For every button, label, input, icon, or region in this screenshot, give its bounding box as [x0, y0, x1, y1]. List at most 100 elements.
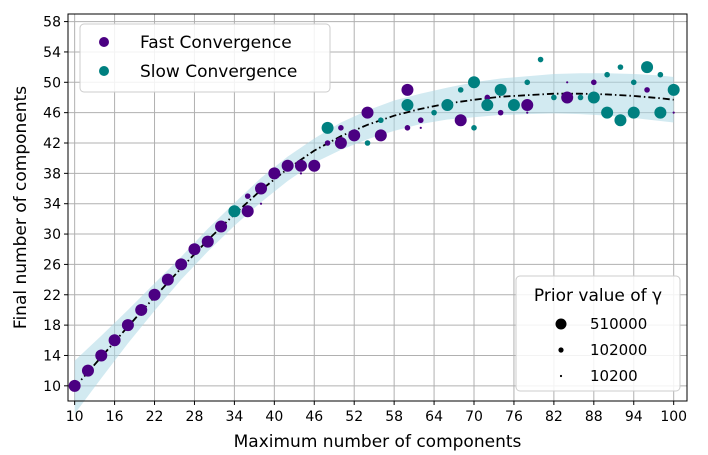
x-tick-label: 22 [146, 409, 164, 425]
slow-convergence-point [431, 109, 437, 116]
x-tick-label: 40 [265, 409, 283, 425]
fast-convergence-point [348, 129, 361, 142]
size-legend-marker-medium [558, 347, 564, 353]
slow-convergence-point [614, 114, 627, 127]
fast-convergence-point [672, 111, 675, 114]
series-legend: Fast Convergence Slow Convergence [79, 23, 331, 93]
fast-convergence-point [404, 125, 411, 131]
fast-convergence-point [294, 159, 307, 172]
x-tick-label: 34 [225, 409, 243, 425]
x-tick-label: 76 [505, 409, 523, 425]
size-legend-label-large: 510000 [590, 315, 647, 333]
y-axis-ticks: 10 14 18 22 26 30 34 38 42 46 50 54 58 [43, 15, 68, 395]
x-axis-ticks: 10 16 22 28 34 40 46 52 58 64 70 76 82 88 94 100 [66, 401, 687, 425]
x-tick-label: 100 [660, 409, 687, 425]
slow-convergence-point [654, 106, 667, 119]
slow-convergence-point [481, 99, 494, 112]
slow-convergence-point [617, 64, 624, 70]
size-legend-label-small: 10200 [590, 367, 638, 385]
legend-slow-label: Slow Convergence [140, 62, 297, 82]
slow-convergence-point [667, 83, 680, 96]
slow-convergence-point [441, 99, 454, 112]
x-tick-label: 28 [186, 409, 204, 425]
x-tick-label: 16 [106, 409, 124, 425]
x-tick-label: 82 [545, 409, 563, 425]
size-legend-label-medium: 102000 [590, 341, 647, 359]
fast-convergence-point [268, 167, 281, 180]
slow-convergence-point [641, 61, 654, 74]
fast-convergence-point [175, 258, 188, 271]
slow-convergence-point [524, 79, 531, 86]
fast-convergence-point [521, 99, 534, 112]
fast-convergence-point [135, 303, 148, 316]
y-tick-label: 38 [43, 166, 61, 182]
fast-convergence-point [68, 379, 81, 392]
y-tick-label: 10 [43, 379, 61, 395]
slow-convergence-point [587, 91, 600, 104]
fast-convergence-point [566, 81, 569, 84]
slow-convergence-point [364, 140, 371, 146]
fast-convergence-point [161, 273, 174, 286]
size-legend-marker-large [555, 318, 567, 330]
x-axis-label: Maximum number of components [234, 432, 522, 452]
fast-convergence-point [561, 91, 574, 104]
slow-convergence-point [627, 106, 640, 119]
fast-convergence-point [644, 87, 650, 93]
x-tick-label: 94 [625, 409, 643, 425]
y-axis-label: Final number of components [11, 86, 31, 329]
y-tick-label: 18 [43, 318, 61, 334]
slow-convergence-point [228, 205, 241, 218]
fast-convergence-point [334, 137, 347, 149]
x-tick-label: 52 [345, 409, 363, 425]
slow-convergence-point [471, 125, 477, 131]
fast-convergence-point [201, 235, 214, 248]
slow-convergence-point [551, 94, 557, 101]
fast-convergence-point [255, 182, 268, 195]
y-tick-label: 58 [43, 15, 61, 31]
slow-convergence-point [468, 76, 481, 89]
slow-convergence-point [457, 87, 464, 93]
fast-convergence-point [215, 220, 228, 233]
fast-convergence-point [401, 83, 414, 96]
y-tick-label: 34 [43, 197, 61, 213]
x-tick-label: 88 [585, 409, 603, 425]
fast-convergence-point [148, 288, 161, 301]
size-legend: Prior value of γ 510000 102000 10200 [515, 275, 681, 392]
fast-convergence-point [241, 205, 254, 218]
fast-convergence-point [108, 334, 121, 347]
fast-convergence-point [244, 193, 251, 199]
size-legend-box [515, 275, 681, 392]
x-tick-label: 70 [465, 409, 483, 425]
fast-convergence-point [497, 109, 504, 116]
slow-convergence-point [507, 99, 520, 112]
fast-convergence-point [308, 159, 321, 172]
legend-fast-marker [99, 37, 109, 47]
fast-convergence-point [299, 172, 303, 175]
fast-convergence-point [419, 126, 422, 129]
fast-convergence-point [95, 349, 108, 362]
data-points [68, 56, 680, 392]
fast-convergence-point [259, 202, 263, 205]
fast-convergence-point [281, 159, 294, 172]
size-legend-marker-small [559, 374, 563, 378]
y-tick-label: 26 [43, 257, 61, 273]
slow-convergence-point [657, 71, 664, 78]
y-tick-label: 14 [43, 348, 61, 364]
slow-convergence-point [577, 94, 584, 101]
x-tick-label: 10 [66, 409, 84, 425]
slow-convergence-point [494, 83, 507, 96]
slow-convergence-point [321, 121, 334, 134]
fast-convergence-point [484, 94, 491, 101]
x-tick-label: 64 [425, 409, 443, 425]
fast-convergence-point [526, 111, 529, 114]
slow-convergence-point [604, 71, 610, 78]
x-tick-label: 46 [305, 409, 323, 425]
fast-convergence-point [417, 117, 424, 124]
series-legend-box [79, 23, 331, 93]
y-tick-label: 30 [43, 227, 61, 243]
fast-convergence-point [81, 364, 94, 377]
fast-convergence-point [324, 140, 331, 146]
legend-slow-marker [99, 66, 109, 76]
fast-convergence-point [374, 129, 387, 142]
fast-convergence-point [338, 125, 344, 131]
